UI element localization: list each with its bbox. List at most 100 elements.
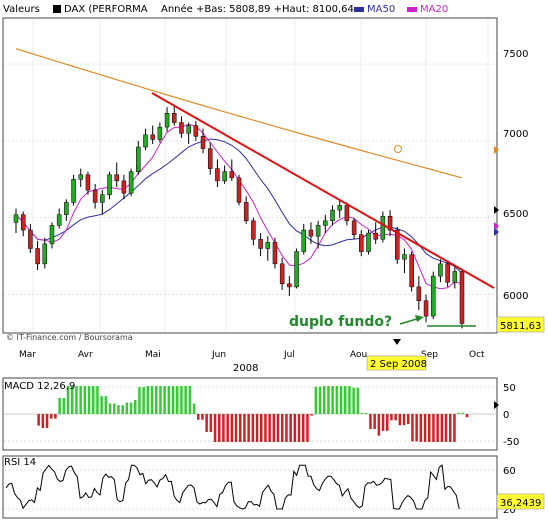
macd-bar <box>423 414 427 442</box>
header-valeurs[interactable]: Valeurs <box>3 4 40 15</box>
candle-body <box>71 179 76 203</box>
macd-bar <box>146 386 150 414</box>
candle-body <box>416 286 422 301</box>
macd-bar <box>150 386 154 414</box>
macd-bar <box>398 414 402 426</box>
candle-body <box>243 202 249 222</box>
candle-body <box>107 174 112 195</box>
header-ma50[interactable]: MA50 <box>367 4 395 15</box>
candle-body <box>323 220 328 226</box>
header-ma20[interactable]: MA20 <box>420 4 448 15</box>
macd-bar <box>365 413 368 414</box>
candle-body <box>92 189 98 203</box>
macd-bar <box>100 396 103 414</box>
header-instrument: DAX (PERFORMA <box>64 4 148 15</box>
macd-bar <box>213 414 217 442</box>
rsi-value: 36,2439 <box>500 498 541 509</box>
price-tick-label: 6000 <box>503 291 528 302</box>
candle-body <box>236 177 242 203</box>
candle-body <box>143 134 148 148</box>
macd-bar <box>129 402 133 414</box>
candle-body <box>64 202 69 215</box>
macd-bar <box>402 414 406 426</box>
candle-body <box>351 220 357 235</box>
candle-body <box>387 215 393 231</box>
macd-bar <box>83 386 87 414</box>
macd-bar <box>297 414 301 442</box>
watermark: © IT-Finance.com / Boursorama <box>6 333 133 342</box>
candle-body <box>272 242 278 265</box>
macd-bar <box>41 414 45 428</box>
macd-bar <box>415 414 418 442</box>
long-ma-line <box>15 48 463 179</box>
price-panel-frame <box>2 17 498 334</box>
macd-bar <box>163 386 166 414</box>
x-axis: Mar Avr Mai Jun Jul Aou Sep Oct 2008 <box>19 350 485 374</box>
month-label: Avr <box>78 350 93 360</box>
macd-bar <box>50 414 53 419</box>
macd-bar <box>461 412 465 414</box>
macd-bar <box>411 414 414 442</box>
candle-body <box>315 225 321 237</box>
macd-bar <box>327 386 330 414</box>
candle-body <box>42 243 48 265</box>
macd-bar <box>373 414 376 429</box>
candle-body <box>330 209 335 222</box>
annotation-text: duplo fundo? <box>289 314 392 330</box>
macd-bar <box>369 414 372 429</box>
candle-body <box>28 229 33 249</box>
macd-bar <box>310 414 313 416</box>
macd-bar <box>75 386 78 414</box>
macd-bar <box>45 414 49 428</box>
arrow-head-icon <box>415 315 424 322</box>
macd-bar <box>356 387 360 414</box>
candle-body <box>100 194 105 203</box>
month-label: Aou <box>350 350 367 360</box>
candle-body <box>438 263 443 277</box>
month-label: Jul <box>283 350 295 360</box>
ma20-marker-icon <box>494 222 499 230</box>
macd-bar <box>331 386 334 414</box>
last-price-value: 5811,63 <box>500 321 541 332</box>
macd-bar <box>281 414 284 442</box>
header-bar: Valeurs DAX (PERFORMA Année +Bas: 5808,8… <box>3 3 448 15</box>
macd-bar <box>188 386 192 414</box>
macd-bar <box>360 413 364 414</box>
macd-bar <box>218 414 221 442</box>
date-tooltip <box>366 355 427 371</box>
ma50-marker-icon <box>494 228 499 236</box>
macd-bar <box>87 386 91 414</box>
macd-tick-label: -50 <box>503 437 519 448</box>
macd-bar <box>226 414 229 442</box>
candle-body <box>150 134 155 140</box>
macd-bar <box>142 387 145 414</box>
macd-bar <box>222 414 225 442</box>
candle-body <box>222 171 227 182</box>
candle-body <box>287 283 292 288</box>
macd-bar <box>134 400 137 414</box>
macd-bar <box>255 414 259 442</box>
candle-body <box>402 254 407 260</box>
candle-body <box>395 229 400 260</box>
macd-tick-label: 0 <box>503 410 509 421</box>
macd-bar <box>335 386 339 414</box>
macd-bar <box>167 386 171 414</box>
macd-bar <box>108 403 112 414</box>
date-tooltip-text: 2 Sep 2008 <box>370 359 427 370</box>
macd-bar <box>180 386 183 414</box>
candle-body <box>157 126 163 140</box>
macd-bar <box>348 386 351 414</box>
candle-body <box>251 220 256 240</box>
date-cursor-icon[interactable] <box>393 339 401 345</box>
macd-bar <box>104 396 108 414</box>
instrument-swatch <box>53 5 61 13</box>
price-tick-label: 7000 <box>503 129 528 140</box>
macd-bar <box>394 414 397 421</box>
ma20-swatch <box>407 7 417 12</box>
macd-bar <box>138 387 141 414</box>
macd-bar <box>407 414 410 425</box>
candle-body <box>423 300 429 317</box>
macd-label: MACD 12,26,9 <box>4 381 75 392</box>
macd-bar <box>209 414 213 432</box>
